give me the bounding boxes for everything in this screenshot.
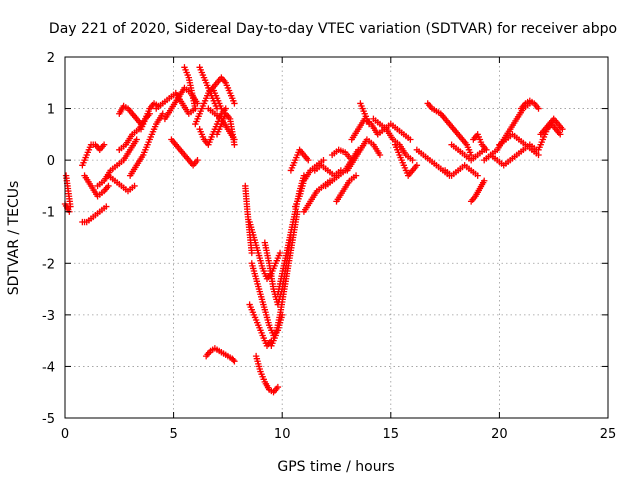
- data-point: [480, 177, 488, 184]
- data-point: [131, 182, 138, 190]
- plot-frame: [64, 56, 609, 419]
- y-tick-label: -2: [42, 257, 55, 272]
- x-tick-label: 25: [600, 427, 617, 442]
- data-point: [103, 203, 110, 210]
- data-point: [231, 141, 238, 148]
- y-tick-label: -3: [42, 309, 55, 324]
- data-point: [159, 110, 166, 117]
- x-tick-label: 10: [274, 427, 291, 442]
- x-tick-labels: 0 5 10 15 20 25: [61, 427, 616, 442]
- x-tick-label: 0: [61, 427, 69, 442]
- data-point: [248, 249, 255, 257]
- y-tick-label: 2: [47, 51, 55, 66]
- x-tick-label: 15: [383, 427, 400, 442]
- data-point: [409, 156, 416, 164]
- y-tick-label: -5: [42, 412, 55, 427]
- y-axis-label: SDTVAR / TECUs: [6, 181, 22, 296]
- data-point: [559, 126, 566, 133]
- data-point: [192, 105, 199, 112]
- data-point: [231, 358, 238, 365]
- y-tick-label: -1: [42, 206, 55, 221]
- data-point: [133, 136, 140, 143]
- data-points: [61, 64, 566, 396]
- data-point: [305, 156, 312, 164]
- data-point: [483, 146, 490, 154]
- data-point: [274, 383, 282, 391]
- grid-lines: [65, 57, 608, 418]
- data-point: [413, 162, 421, 169]
- data-point: [352, 172, 360, 179]
- data-point: [194, 156, 201, 164]
- chart-title: Day 221 of 2020, Sidereal Day-to-day VTE…: [49, 21, 617, 37]
- y-tick-labels: -5 -4 -3 -2 -1 0 1 2: [42, 51, 55, 427]
- data-point: [474, 172, 481, 179]
- data-point: [105, 182, 112, 190]
- x-tick-label: 5: [169, 427, 177, 442]
- y-tick-label: 0: [47, 154, 55, 169]
- data-point: [231, 100, 238, 107]
- data-point: [407, 136, 414, 143]
- x-tick-label: 20: [491, 427, 508, 442]
- data-point: [365, 120, 373, 128]
- y-tick-label: -4: [42, 360, 55, 375]
- data-point: [557, 131, 564, 138]
- x-axis-label: GPS time / hours: [277, 459, 394, 475]
- data-point: [276, 249, 284, 257]
- axis-ticks: [64, 56, 609, 419]
- y-tick-label: 1: [47, 103, 55, 118]
- data-point: [230, 356, 237, 364]
- data-point: [100, 141, 108, 148]
- data-point: [535, 105, 542, 112]
- data-point: [320, 156, 327, 164]
- data-point: [376, 151, 384, 159]
